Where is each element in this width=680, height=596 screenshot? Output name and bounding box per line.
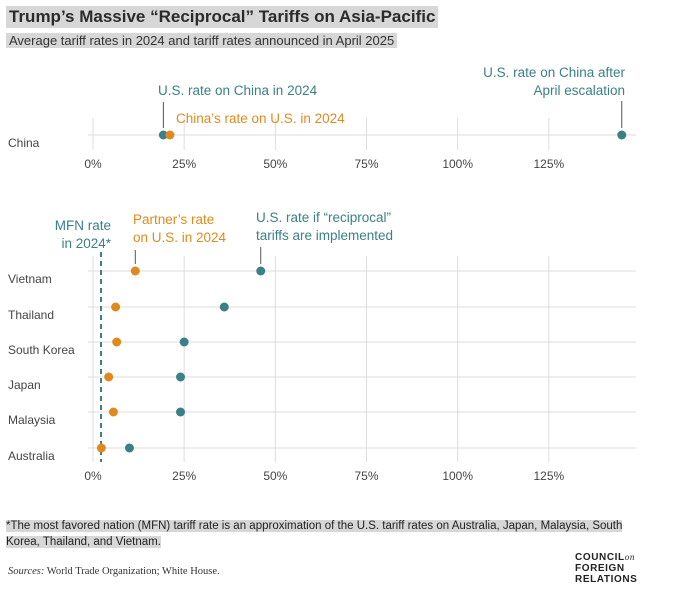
row-label-2: South Korea: [8, 343, 75, 357]
dot-reciprocal-0: [256, 266, 266, 276]
x-tick-partners-0: 0%: [84, 469, 102, 483]
row-label-china: China: [8, 136, 40, 150]
annotation-china-us-2024: China’s rate on U.S. in 2024: [176, 111, 345, 126]
x-tick-partners-1: 25%: [172, 469, 196, 483]
row-label-4: Malaysia: [8, 413, 56, 427]
dot-us-china-2024: [158, 130, 168, 140]
chart-title: Trump’s Massive “Reciprocal” Tariffs on …: [6, 6, 439, 28]
annotation-us-china-2024: U.S. rate on China in 2024: [158, 83, 318, 98]
annotation-after-line1: U.S. rate on China after: [483, 65, 625, 80]
annotation-partner-line2: on U.S. in 2024: [133, 230, 227, 245]
annotation-reciprocal-line2: tariffs are implemented: [256, 228, 393, 243]
logo-foreign: FOREIGN: [575, 563, 625, 574]
dot-us-china-after: [617, 130, 627, 140]
dot-china-us-2024: [165, 130, 175, 140]
chart-subtitle: Average tariff rates in 2024 and tariff …: [6, 33, 398, 48]
sources-text: World Trade Organization; White House.: [44, 566, 220, 577]
x-tick-china-0: 0%: [84, 157, 102, 171]
dot-partner-4: [108, 407, 118, 417]
dot-partner-1: [111, 302, 121, 312]
dot-partner-2: [112, 337, 122, 347]
logo-on: on: [624, 552, 635, 562]
x-tick-partners-3: 75%: [354, 469, 378, 483]
x-tick-china-3: 75%: [354, 157, 378, 171]
cfr-logo: COUNCILon FOREIGN RELATIONS: [575, 552, 637, 585]
annotation-reciprocal-line1: U.S. rate if “reciprocal”: [256, 210, 391, 225]
x-tick-partners-5: 125%: [533, 469, 564, 483]
x-tick-china-2: 50%: [263, 157, 287, 171]
annotation-mfn-line1: MFN rate: [55, 218, 111, 233]
logo-council: COUNCIL: [575, 552, 625, 563]
x-tick-partners-4: 100%: [442, 469, 473, 483]
annotation-after-line2: April escalation: [533, 83, 625, 98]
annotation-mfn-line2: in 2024*: [61, 236, 111, 251]
sources: Sources: World Trade Organization; White…: [8, 566, 220, 577]
row-label-0: Vietnam: [8, 272, 52, 286]
x-tick-china-4: 100%: [442, 157, 473, 171]
dot-reciprocal-4: [176, 407, 186, 417]
row-label-1: Thailand: [8, 308, 54, 322]
dot-reciprocal-1: [219, 302, 229, 312]
sources-label: Sources:: [8, 566, 45, 577]
footnote: *The most favored nation (MFN) tariff ra…: [6, 518, 636, 550]
dot-reciprocal-3: [176, 372, 186, 382]
x-tick-partners-2: 50%: [263, 469, 287, 483]
x-tick-china-5: 125%: [533, 157, 564, 171]
row-label-5: Australia: [8, 449, 55, 463]
dot-partner-3: [104, 372, 114, 382]
dot-partner-5: [96, 443, 106, 453]
dot-reciprocal-5: [124, 443, 134, 453]
row-label-3: Japan: [8, 378, 41, 392]
logo-relations: RELATIONS: [575, 574, 638, 585]
annotation-partner-line1: Partner’s rate: [133, 212, 214, 227]
dot-partner-0: [130, 266, 140, 276]
x-tick-china-1: 25%: [172, 157, 196, 171]
footnote-text: *The most favored nation (MFN) tariff ra…: [6, 520, 623, 548]
dot-reciprocal-2: [179, 337, 189, 347]
